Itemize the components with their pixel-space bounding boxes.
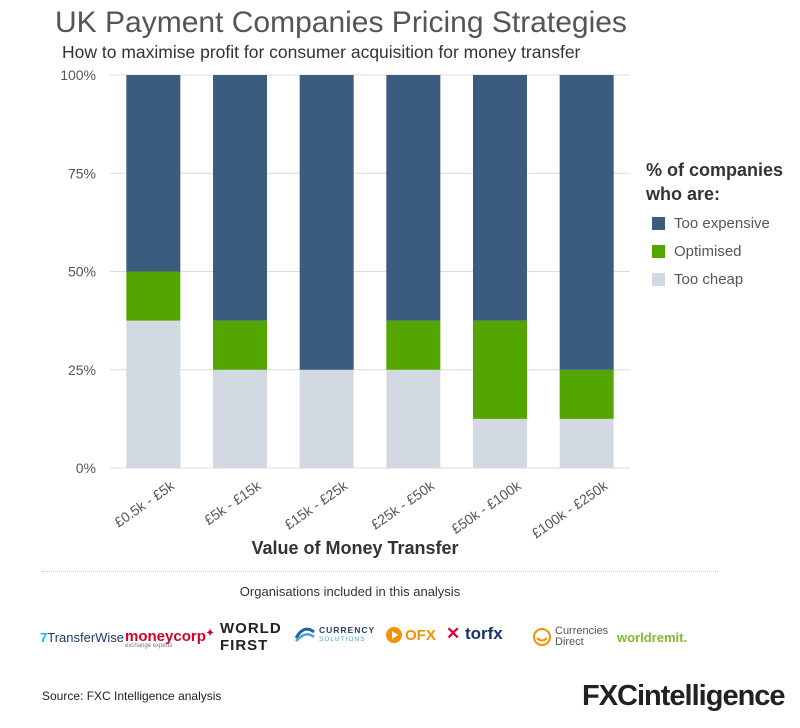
legend-item-too-expensive: Too expensive	[652, 215, 770, 232]
y-tick-label: 100%	[60, 67, 96, 83]
legend-title: % of companies who are:	[646, 158, 783, 206]
ofx-logo: OFX	[385, 626, 436, 644]
bar-segment-too-cheap	[386, 369, 441, 468]
ofx-play-icon	[386, 627, 402, 643]
section-divider	[42, 571, 718, 572]
bar-segment-optimised	[386, 320, 441, 370]
worldfirst-logo-line2: FIRST	[220, 637, 269, 654]
stacked-bar-chart: 0% 25% 50% 75% 100% £0.5k - £5k £5k - £15k £15k…	[60, 67, 630, 540]
legend-title-line2: who are:	[646, 184, 721, 204]
x-tick-label: £100k - £250k	[529, 477, 612, 540]
bar-segment-too-expensive	[473, 75, 527, 321]
bar-segment-optimised	[213, 320, 267, 370]
y-tick-label: 0%	[76, 460, 96, 476]
y-tick-label: 50%	[68, 264, 96, 280]
torfx-logo-text: torfx	[464, 624, 503, 643]
bar-segment-optimised	[126, 271, 181, 321]
bar-segment-optimised	[473, 320, 527, 419]
torfx-cross-icon: ✕	[446, 624, 461, 643]
chart-subtitle: How to maximise profit for consumer acqu…	[62, 42, 581, 62]
legend-item-optimised: Optimised	[652, 243, 742, 260]
bar-segment-too-expensive	[299, 75, 354, 370]
moneycorp-logo: moneycorp✦ exchange experts	[125, 628, 214, 649]
transferwise-logo-text: TransferWise	[47, 630, 125, 645]
currency-solutions-line1: CURRENCY	[319, 625, 376, 635]
worldremit-logo: worldremit.	[617, 630, 688, 645]
bar-segment-too-expensive	[213, 75, 267, 321]
bar-segment-too-cheap	[559, 418, 614, 468]
bar-segment-too-expensive	[386, 75, 441, 321]
x-tick-label: £5k - £15k	[201, 477, 265, 528]
transferwise-flag-icon: 7	[40, 630, 48, 645]
bar-segment-too-expensive	[126, 75, 181, 272]
currency-solutions-logo: CURRENCY SOLUTIONS	[294, 626, 375, 644]
bar-segment-optimised	[559, 369, 614, 419]
legend-label-too-cheap: Too cheap	[674, 271, 744, 288]
x-tick-label: £15k - £25k	[281, 477, 351, 533]
legend-label-optimised: Optimised	[674, 243, 742, 260]
currency-solutions-line2: SOLUTIONS	[319, 636, 366, 643]
legend-swatch-optimised	[652, 245, 665, 258]
legend-label-too-expensive: Too expensive	[674, 215, 770, 232]
currencies-direct-smile-icon	[533, 628, 551, 646]
currency-solutions-swirl-icon	[294, 627, 315, 642]
logo-strip: 7TransferWise moneycorp✦ exchange expert…	[0, 620, 800, 660]
fxc-intelligence-logo: FXCintelligence	[582, 680, 786, 713]
currencies-direct-line1: Currencies	[555, 625, 609, 637]
legend-item-too-cheap: Too cheap	[652, 271, 743, 288]
x-tick-label: £0.5k - £5k	[111, 477, 178, 530]
currencies-direct-logo: Currencies Direct	[532, 626, 608, 648]
bar-segment-too-cheap	[299, 369, 354, 468]
currencies-direct-line2: Direct	[555, 636, 584, 648]
bar-segment-too-cheap	[473, 418, 527, 468]
legend-title-line1: % of companies	[646, 160, 784, 180]
chart-title: UK Payment Companies Pricing Strategies	[55, 6, 627, 39]
legend-swatch-too-cheap	[652, 273, 665, 286]
moneycorp-logo-text: moneycorp✦	[125, 628, 215, 645]
y-tick-label: 25%	[68, 362, 96, 378]
moneycorp-star-icon: ✦	[205, 628, 215, 639]
moneycorp-tagline: exchange experts	[125, 643, 173, 649]
y-tick-label: 75%	[68, 165, 96, 181]
transferwise-logo: 7TransferWise	[40, 630, 124, 645]
x-tick-label: £25k - £50k	[368, 477, 438, 533]
brand-prefix: FXC	[582, 680, 638, 712]
source-note: Source: FXC Intelligence analysis	[42, 689, 222, 703]
bar-segment-too-expensive	[559, 75, 614, 370]
torfx-logo: ✕ torfx	[446, 624, 503, 644]
ofx-logo-text: OFX	[405, 626, 436, 644]
bar-segment-too-cheap	[213, 369, 267, 468]
worldfirst-logo: WORLD FIRST	[220, 620, 282, 654]
bar-segment-too-cheap	[126, 320, 181, 468]
brand-suffix: intelligence	[637, 680, 786, 712]
worldfirst-logo-line1: WORLD	[220, 620, 282, 637]
legend-swatch-too-expensive	[652, 217, 665, 230]
x-tick-label: £50k - £100k	[448, 477, 524, 537]
organisations-label: Organisations included in this analysis	[239, 584, 461, 599]
x-axis-title: Value of Money Transfer	[251, 538, 459, 558]
